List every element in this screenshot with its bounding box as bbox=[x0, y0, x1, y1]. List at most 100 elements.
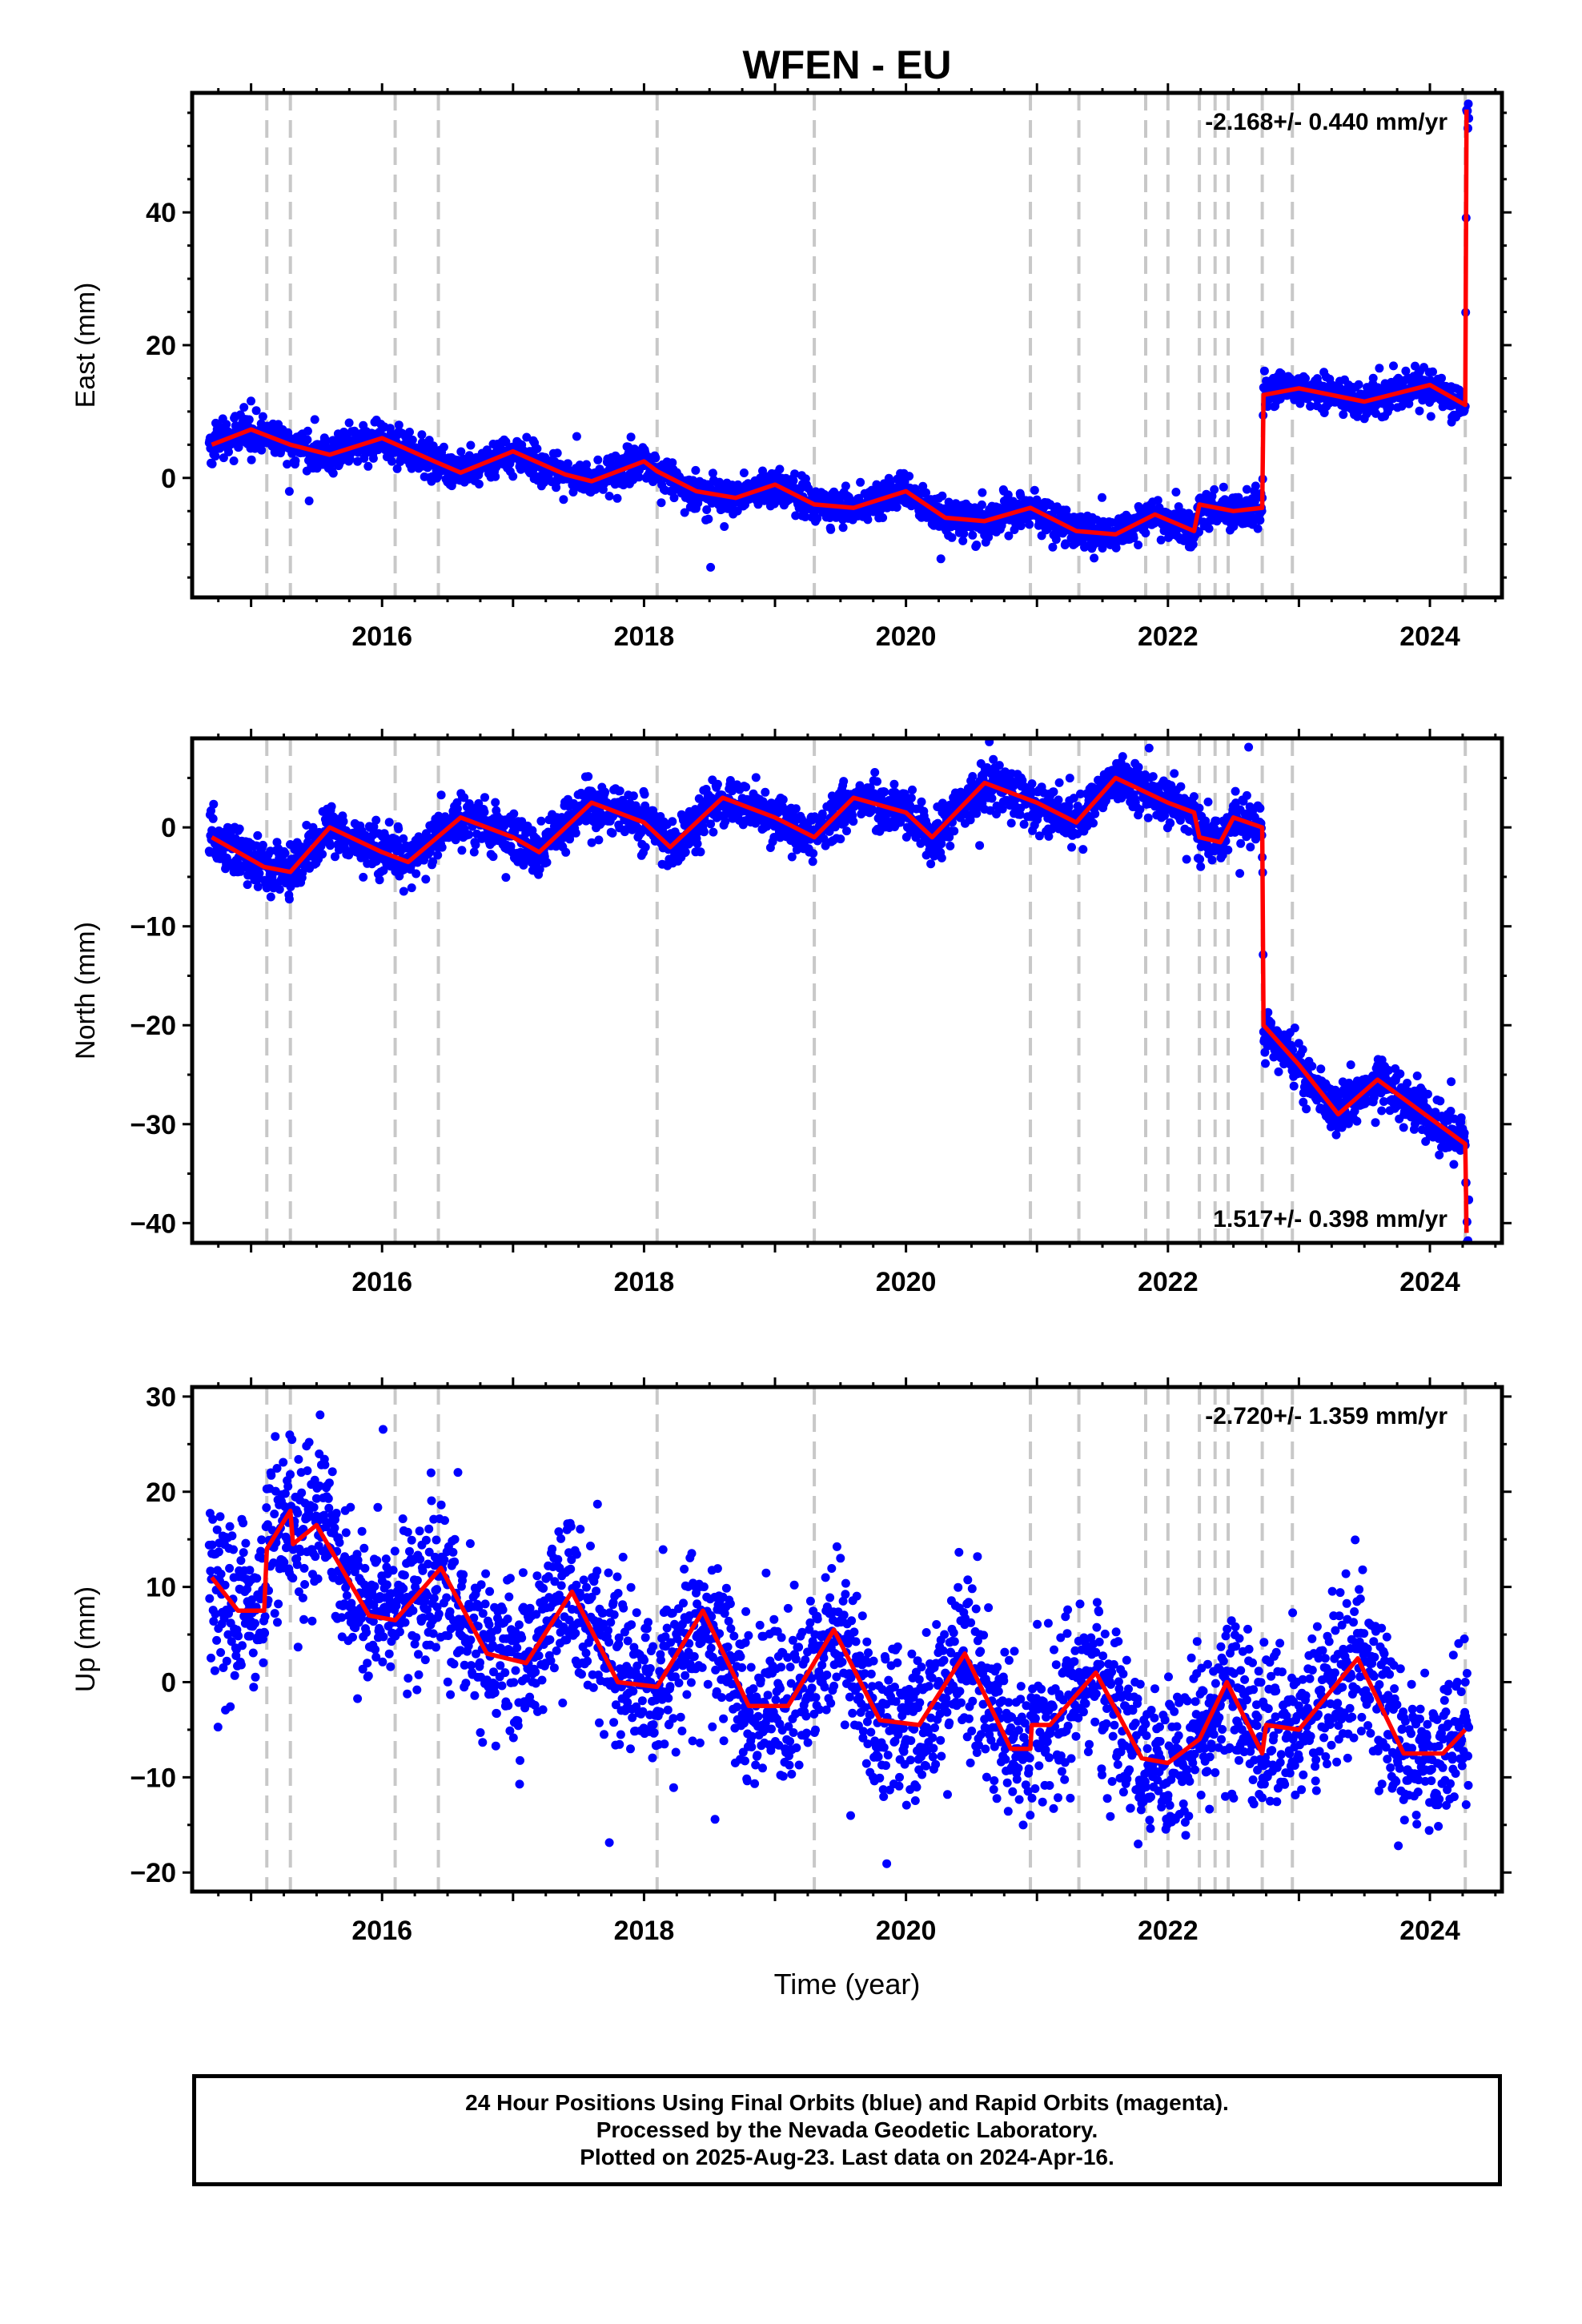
north-data-point bbox=[480, 807, 489, 817]
east-data-point bbox=[1003, 490, 1013, 500]
east-data-point bbox=[977, 500, 986, 509]
east-data-point bbox=[501, 437, 511, 447]
east-plot-area bbox=[204, 93, 1474, 597]
east-data-point bbox=[1251, 481, 1260, 491]
east-x-tick-label: 2016 bbox=[351, 621, 412, 652]
east-data-point bbox=[244, 415, 254, 424]
east-data-point bbox=[303, 426, 312, 436]
east-data-point bbox=[234, 442, 243, 452]
north-data-point bbox=[946, 841, 955, 850]
north-data-point bbox=[298, 868, 307, 878]
east-data-point bbox=[706, 562, 716, 572]
east-data-point bbox=[456, 447, 466, 456]
east-data-point bbox=[680, 508, 689, 517]
east-data-point bbox=[1415, 406, 1424, 416]
east-data-point bbox=[522, 432, 532, 442]
north-data-point bbox=[987, 794, 997, 803]
east-data-point bbox=[392, 464, 402, 473]
east-y-tick-label: 20 bbox=[146, 331, 176, 361]
north-data-point bbox=[842, 826, 851, 836]
east-data-point bbox=[1389, 361, 1398, 371]
north-data-point bbox=[968, 772, 978, 781]
east-data-point bbox=[708, 468, 717, 478]
north-data-point bbox=[509, 809, 519, 818]
east-data-point bbox=[552, 483, 561, 493]
east-data-point bbox=[207, 459, 217, 468]
north-data-point bbox=[787, 852, 797, 862]
east-y-tick-label: 40 bbox=[146, 198, 176, 228]
east-rate-label: -2.168+/- 0.440 mm/yr bbox=[1205, 109, 1447, 135]
east-data-point bbox=[1301, 374, 1310, 383]
east-data-point bbox=[1016, 521, 1026, 531]
east-data-point bbox=[1210, 485, 1219, 494]
north-data-point bbox=[587, 838, 596, 847]
east-data-point bbox=[651, 453, 661, 463]
east-data-point bbox=[408, 435, 417, 444]
north-data-point bbox=[889, 779, 899, 789]
north-data-point bbox=[867, 805, 877, 814]
north-data-point bbox=[640, 801, 650, 810]
east-data-point bbox=[322, 436, 331, 445]
north-data-point bbox=[640, 842, 650, 852]
north-data-point bbox=[464, 830, 474, 839]
east-data-point bbox=[368, 453, 378, 463]
north-data-point bbox=[308, 822, 318, 832]
north-data-point bbox=[253, 830, 263, 840]
east-data-point bbox=[222, 420, 231, 429]
east-data-point bbox=[790, 469, 800, 479]
east-points bbox=[204, 99, 1474, 572]
east-data-point bbox=[1255, 516, 1265, 525]
east-data-point bbox=[634, 472, 644, 482]
north-data-point bbox=[535, 865, 544, 874]
east-data-point bbox=[1156, 535, 1166, 545]
north-data-point bbox=[615, 786, 624, 796]
north-data-point bbox=[258, 840, 267, 850]
east-data-point bbox=[1030, 485, 1039, 495]
north-data-point bbox=[1027, 779, 1037, 789]
north-data-point bbox=[491, 798, 500, 807]
east-data-point bbox=[938, 491, 947, 501]
east-data-point bbox=[405, 428, 414, 436]
north-data-point bbox=[989, 754, 998, 764]
east-data-point bbox=[669, 493, 679, 503]
north-data-point bbox=[243, 880, 252, 890]
east-data-point bbox=[978, 488, 987, 497]
east-data-point bbox=[789, 476, 798, 485]
east-data-point bbox=[704, 514, 713, 524]
east-data-point bbox=[1339, 410, 1348, 420]
east-data-point bbox=[304, 497, 314, 505]
north-data-point bbox=[284, 895, 294, 904]
east-data-point bbox=[841, 481, 850, 491]
north-data-point bbox=[433, 850, 443, 860]
east-data-point bbox=[466, 440, 476, 450]
north-data-point bbox=[721, 817, 730, 826]
north-data-point bbox=[1069, 794, 1078, 803]
east-x-tick-label: 2018 bbox=[614, 621, 675, 652]
north-data-point bbox=[1015, 810, 1025, 819]
north-data-point bbox=[421, 875, 431, 884]
east-data-point bbox=[1401, 366, 1411, 376]
east-data-point bbox=[1375, 364, 1384, 373]
east-data-point bbox=[1306, 401, 1315, 411]
east-data-point bbox=[1204, 524, 1214, 533]
east-data-point bbox=[791, 511, 801, 521]
north-data-point bbox=[1054, 795, 1063, 805]
east-x-tick-label: 2022 bbox=[1138, 621, 1199, 652]
east-data-point bbox=[1090, 553, 1099, 563]
north-data-point bbox=[640, 790, 649, 799]
north-data-point bbox=[696, 847, 705, 857]
north-data-point bbox=[1065, 774, 1074, 783]
east-data-point bbox=[856, 477, 865, 487]
north-data-point bbox=[870, 768, 880, 777]
north-data-point bbox=[998, 804, 1007, 814]
east-data-point bbox=[959, 529, 969, 538]
north-data-point bbox=[208, 814, 218, 823]
north-data-point bbox=[817, 809, 827, 818]
east-data-point bbox=[428, 441, 438, 451]
east-data-point bbox=[626, 432, 636, 442]
east-data-point bbox=[944, 497, 954, 507]
north-data-point bbox=[457, 846, 467, 855]
east-data-point bbox=[691, 465, 701, 475]
